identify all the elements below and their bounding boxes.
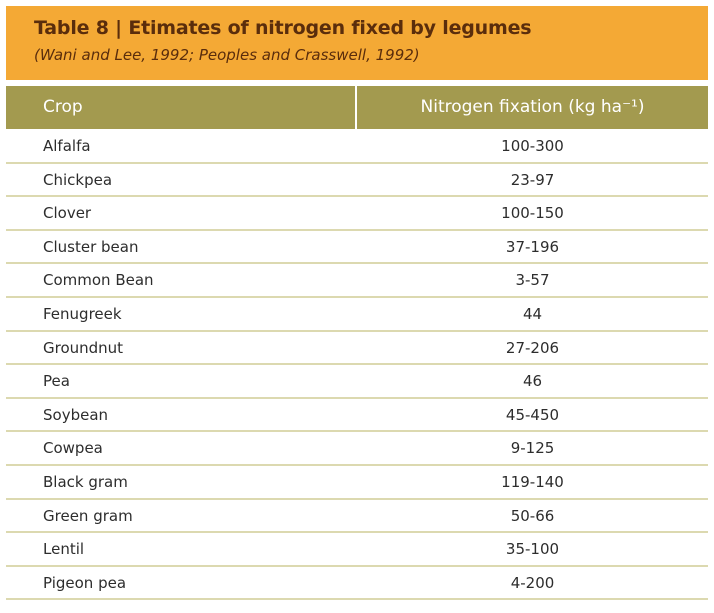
crop-cell: Groundnut — [43, 338, 124, 357]
nitrogen-value-cell: 44 — [522, 304, 543, 323]
column-header-crop-label: Crop — [43, 97, 83, 117]
crop-cell: Soybean — [43, 405, 109, 424]
table-row: Soybean 45-450 — [6, 399, 708, 433]
table-row: Common Bean 3-57 — [6, 264, 708, 298]
nitrogen-value-cell: 37-196 — [505, 237, 560, 256]
nitrogen-value-cell: 27-206 — [505, 338, 560, 357]
table-row: Groundnut 27-206 — [6, 332, 708, 366]
nitrogen-value-cell: 35-100 — [505, 540, 560, 559]
table-row: Alfalfa 100-300 — [6, 130, 708, 164]
column-header-nitrogen-label: Nitrogen fixation (kg ha⁻¹) — [420, 97, 645, 117]
nitrogen-value-cell: 4-200 — [510, 573, 555, 592]
nitrogen-value-cell: 45-450 — [505, 405, 560, 424]
nitrogen-value-cell: 3-57 — [515, 271, 550, 290]
crop-cell: Cowpea — [43, 439, 103, 458]
table-row: Pigeon pea 4-200 — [6, 567, 708, 601]
table-caption: Table 8 | Etimates of nitrogen fixed by … — [6, 6, 708, 80]
crop-cell: Chickpea — [43, 170, 113, 189]
table-subtitle: (Wani and Lee, 1992; Peoples and Crasswe… — [34, 46, 420, 64]
crop-cell: Green gram — [43, 506, 133, 525]
nitrogen-value-cell: 46 — [522, 372, 543, 391]
table-row: Cluster bean 37-196 — [6, 231, 708, 265]
table-row: Green gram 50-66 — [6, 500, 708, 534]
table-row: Chickpea 23-97 — [6, 164, 708, 198]
column-header-crop: Crop — [6, 86, 355, 129]
crop-cell: Lentil — [43, 540, 85, 559]
table-body: Alfalfa 100-300 Chickpea 23-97 Clover 100-150… — [6, 130, 708, 601]
crop-cell: Alfalfa — [43, 137, 91, 155]
column-header-nitrogen: Nitrogen fixation (kg ha⁻¹) — [357, 86, 708, 129]
table-row: Cowpea 9-125 — [6, 432, 708, 466]
table-title: Table 8 | Etimates of nitrogen fixed by … — [34, 17, 532, 39]
table-row: Clover 100-150 — [6, 197, 708, 231]
table-row: Black gram 119-140 — [6, 466, 708, 500]
crop-cell: Pea — [43, 372, 70, 391]
nitrogen-value-cell: 100-150 — [501, 204, 564, 223]
table-row: Pea 46 — [6, 365, 708, 399]
nitrogen-value-cell: 100-300 — [501, 137, 564, 155]
crop-cell: Common Bean — [43, 271, 154, 290]
table-row: Fenugreek 44 — [6, 298, 708, 332]
nitrogen-value-cell: 50-66 — [510, 506, 555, 525]
table-row: Lentil 35-100 — [6, 533, 708, 567]
nitrogen-value-cell: 9-125 — [510, 439, 555, 458]
crop-cell: Fenugreek — [43, 304, 122, 323]
nitrogen-value-cell: 23-97 — [510, 170, 555, 189]
crop-cell: Pigeon pea — [43, 573, 127, 592]
crop-cell: Clover — [43, 204, 92, 223]
nitrogen-value-cell: 119-140 — [501, 472, 564, 491]
crop-cell: Black gram — [43, 472, 128, 491]
crop-cell: Cluster bean — [43, 237, 139, 256]
